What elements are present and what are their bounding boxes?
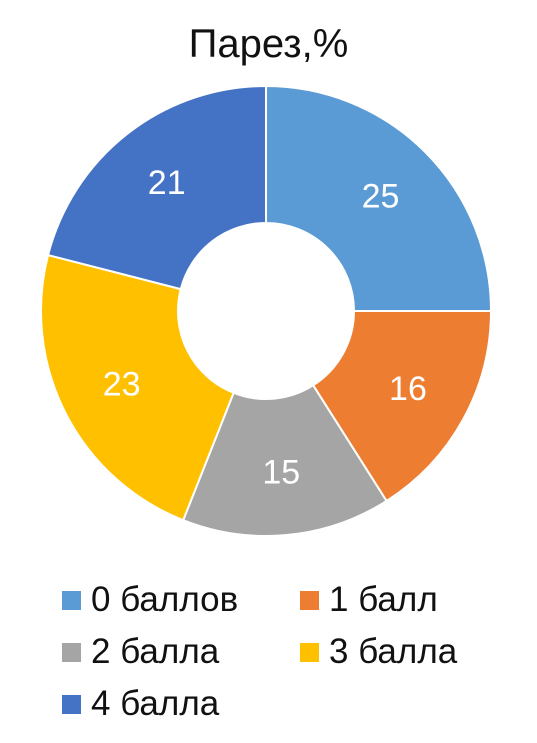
donut-slice-1 [311,310,493,503]
legend-item-3: 3 балла [300,627,457,677]
legend-swatch [62,694,81,714]
legend-label: 2 балла [91,632,220,671]
legend-label: 4 балла [91,684,220,723]
donut-chart: 25 16 15 23 21 [40,84,493,537]
legend-swatch [62,590,81,610]
legend-item-4: 4 балла [62,679,219,729]
slice-value-label-3: 23 [103,366,141,404]
legend-label: 0 баллов [91,580,239,619]
legend-swatch [62,642,81,662]
slice-value-label-1: 16 [389,370,427,408]
legend-label: 3 балла [329,632,458,671]
legend-swatch [300,590,319,610]
donut-slice-3 [40,253,235,522]
legend-swatch [300,642,319,662]
legend-item-1: 1 балл [300,575,438,625]
chart-legend: 0 баллов 1 балл 2 балла 3 балла 4 балла [62,575,522,735]
slice-value-label-0: 25 [362,177,400,215]
donut-slice-4 [46,84,267,291]
slice-value-label-2: 15 [262,453,300,491]
chart-title: Парез,% [188,22,349,66]
legend-item-0: 0 баллов [62,575,238,625]
legend-label: 1 балл [329,580,438,619]
donut-slice-0 [265,84,493,312]
slice-value-label-4: 21 [148,164,186,202]
legend-item-2: 2 балла [62,627,219,677]
donut-slice-2 [181,383,388,537]
